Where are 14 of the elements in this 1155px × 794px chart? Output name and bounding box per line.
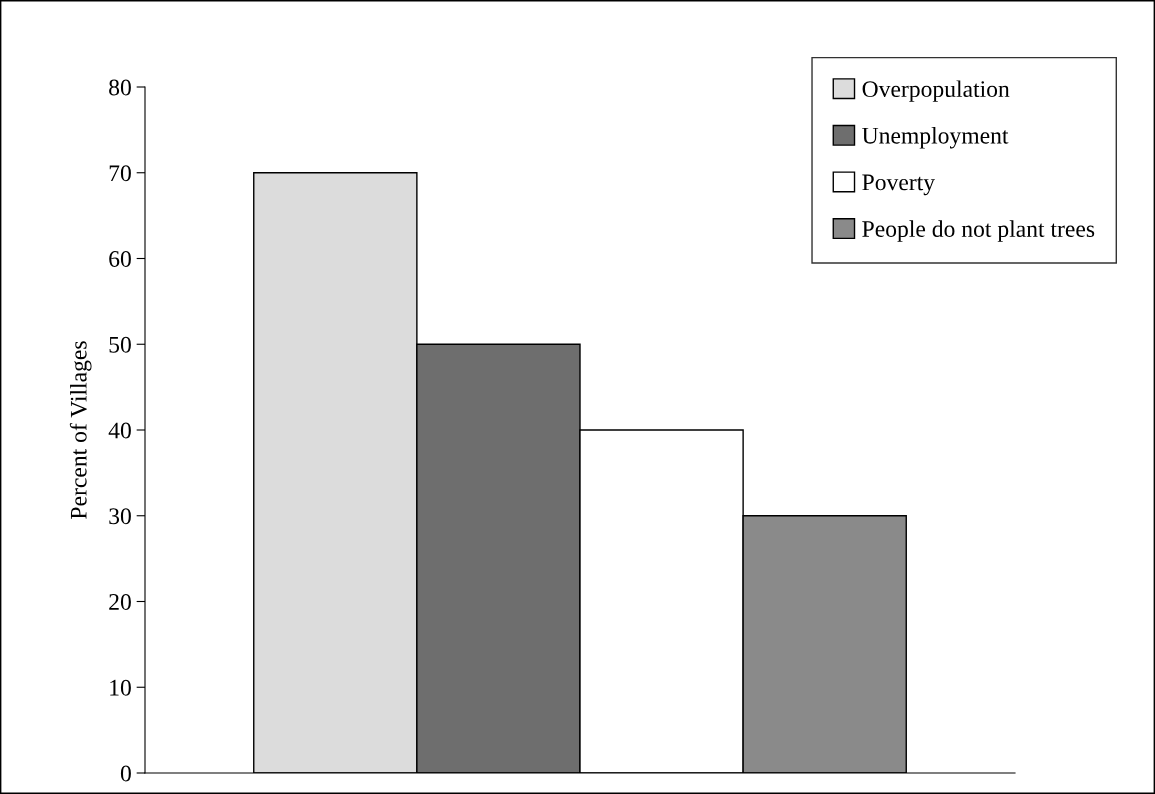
y-tick-label: 30 <box>109 508 131 525</box>
legend-label: People do not plant trees <box>862 220 1095 242</box>
legend-label: Unemployment <box>862 127 1009 149</box>
y-tick-label: 40 <box>108 422 131 439</box>
y-tick-label: 70 <box>109 165 131 182</box>
y-tick-label: 50 <box>109 336 131 353</box>
y-tick-label: 20 <box>109 593 131 610</box>
legend-label: Poverty <box>862 174 935 196</box>
y-tick-label: 80 <box>109 79 131 96</box>
y-tick-label: 60 <box>109 250 131 267</box>
legend-label: Overpopulation <box>862 80 1010 102</box>
y-axis-title: Percent of Villages <box>69 341 92 519</box>
y-tick-label: 10 <box>110 679 131 696</box>
y-tick-label: 0 <box>120 765 131 782</box>
